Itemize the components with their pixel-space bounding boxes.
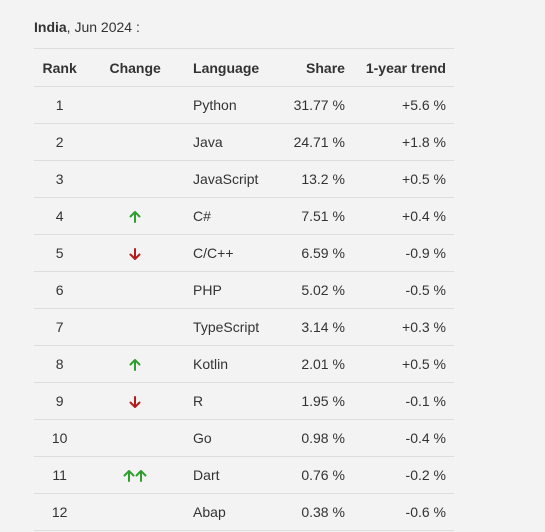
change-cell: [85, 345, 186, 383]
table-row: 3 JavaScript 13.2 % +0.5 %: [34, 160, 454, 198]
table-row: 9 R 1.95 % -0.1 %: [34, 382, 454, 420]
share-cell: 3.14 %: [278, 308, 345, 346]
trend-cell: +0.4 %: [344, 197, 454, 235]
table-row: 12 Abap 0.38 % -0.6 %: [34, 493, 454, 531]
rank-cell: 2: [34, 123, 86, 161]
change-cell: [85, 86, 186, 124]
trend-cell: -0.6 %: [344, 493, 454, 531]
rank-cell: 3: [34, 160, 86, 198]
language-cell: Kotlin: [185, 345, 279, 383]
share-cell: 6.59 %: [278, 234, 345, 272]
change-cell: [85, 419, 186, 457]
rank-cell: 8: [34, 345, 86, 383]
arrow-up-icon: [135, 470, 147, 483]
rank-cell: 4: [34, 197, 86, 235]
share-cell: 7.51 %: [278, 197, 345, 235]
change-cell: [85, 234, 186, 272]
change-cell: [85, 197, 186, 235]
trend-cell: -0.1 %: [344, 382, 454, 420]
header-share: Share: [278, 48, 345, 87]
change-cell: [85, 456, 186, 494]
share-cell: 24.71 %: [278, 123, 345, 161]
caption-country: India: [34, 19, 67, 35]
trend-cell: +0.5 %: [344, 345, 454, 383]
change-cell: [85, 493, 186, 531]
language-cell: PHP: [185, 271, 279, 309]
share-cell: 0.38 %: [278, 493, 345, 531]
share-cell: 31.77 %: [278, 86, 345, 124]
table-header-row: Rank Change Language Share 1-year trend: [34, 48, 454, 87]
trend-cell: -0.5 %: [344, 271, 454, 309]
trend-cell: -0.4 %: [344, 419, 454, 457]
table-row: 6 PHP 5.02 % -0.5 %: [34, 271, 454, 309]
rank-cell: 6: [34, 271, 86, 309]
rank-cell: 12: [34, 493, 86, 531]
table-row: 11 Dart 0.76 % -0.2 %: [34, 456, 454, 494]
language-cell: Python: [185, 86, 279, 124]
trend-cell: +0.5 %: [344, 160, 454, 198]
header-rank: Rank: [34, 48, 86, 87]
table-row: 2 Java 24.71 % +1.8 %: [34, 123, 454, 161]
change-cell: [85, 382, 186, 420]
language-cell: R: [185, 382, 279, 420]
table-row: 1 Python 31.77 % +5.6 %: [34, 86, 454, 124]
table-row: 10 Go 0.98 % -0.4 %: [34, 419, 454, 457]
arrow-up-icon: [129, 211, 141, 224]
share-cell: 5.02 %: [278, 271, 345, 309]
change-cell: [85, 271, 186, 309]
trend-cell: +0.3 %: [344, 308, 454, 346]
language-cell: TypeScript: [185, 308, 279, 346]
rank-cell: 7: [34, 308, 86, 346]
change-cell: [85, 123, 186, 161]
ranking-table: Rank Change Language Share 1-year trend …: [34, 48, 454, 531]
language-cell: C#: [185, 197, 279, 235]
share-cell: 0.76 %: [278, 456, 345, 494]
arrow-down-icon: [129, 248, 141, 261]
table-body: 1 Python 31.77 % +5.6 % 2 Java 24.71 % +1.8 % 3 J…: [34, 86, 454, 531]
change-cell: [85, 160, 186, 198]
trend-cell: +5.6 %: [344, 86, 454, 124]
share-cell: 0.98 %: [278, 419, 345, 457]
rank-cell: 5: [34, 234, 86, 272]
table-row: 8 Kotlin 2.01 % +0.5 %: [34, 345, 454, 383]
language-cell: C/C++: [185, 234, 279, 272]
rank-cell: 1: [34, 86, 86, 124]
share-cell: 2.01 %: [278, 345, 345, 383]
change-cell: [85, 308, 186, 346]
trend-cell: -0.2 %: [344, 456, 454, 494]
table-row: 5 C/C++ 6.59 % -0.9 %: [34, 234, 454, 272]
rank-cell: 11: [34, 456, 86, 494]
language-cell: Go: [185, 419, 279, 457]
table-caption: India, Jun 2024 :: [34, 19, 140, 35]
trend-cell: +1.8 %: [344, 123, 454, 161]
trend-cell: -0.9 %: [344, 234, 454, 272]
language-cell: Dart: [185, 456, 279, 494]
share-cell: 13.2 %: [278, 160, 345, 198]
header-change: Change: [85, 48, 186, 87]
arrow-up-icon: [123, 470, 135, 483]
rank-cell: 9: [34, 382, 86, 420]
header-trend: 1-year trend: [344, 48, 454, 87]
table-row: 4 C# 7.51 % +0.4 %: [34, 197, 454, 235]
header-language: Language: [185, 48, 279, 87]
rank-cell: 10: [34, 419, 86, 457]
table-row: 7 TypeScript 3.14 % +0.3 %: [34, 308, 454, 346]
language-cell: Abap: [185, 493, 279, 531]
arrow-down-icon: [129, 396, 141, 409]
share-cell: 1.95 %: [278, 382, 345, 420]
arrow-up-icon: [129, 359, 141, 372]
language-cell: JavaScript: [185, 160, 279, 198]
language-cell: Java: [185, 123, 279, 161]
caption-date: , Jun 2024 :: [66, 19, 140, 35]
